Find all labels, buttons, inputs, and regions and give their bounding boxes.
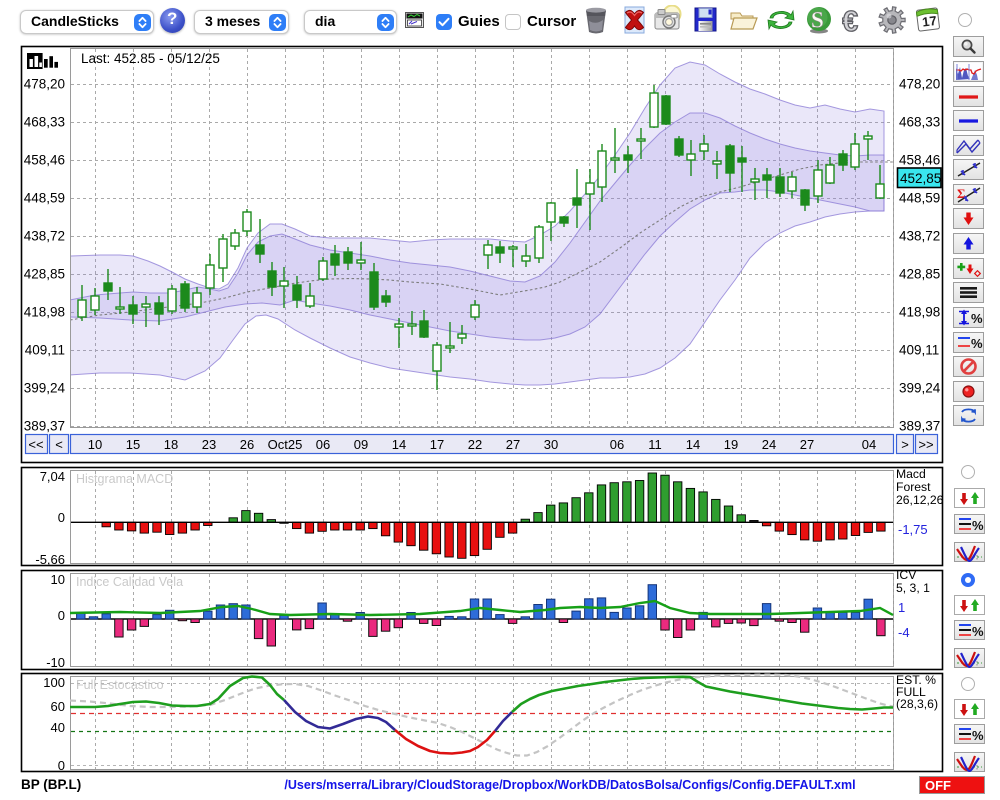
svg-text:0: 0 [58,608,65,623]
svg-text:10: 10 [51,572,65,587]
svg-text:Macd: Macd [896,467,926,481]
svg-text:<: < [55,437,63,452]
svg-text:19: 19 [724,437,738,452]
svg-text:10: 10 [88,437,102,452]
svg-text:17: 17 [430,437,444,452]
svg-text:399,24: 399,24 [899,381,941,396]
svg-text:ICV: ICV [896,568,917,582]
svg-text:09: 09 [354,437,368,452]
svg-text:14: 14 [686,437,700,452]
svg-text:458,46: 458,46 [24,153,65,168]
svg-text:%: % [972,728,984,743]
svg-text:389,37: 389,37 [899,419,940,434]
svg-text:478,20: 478,20 [24,77,65,92]
svg-text:€: € [842,6,858,35]
svg-text:7,04: 7,04 [40,469,65,484]
svg-text:FULL: FULL [896,685,926,699]
svg-text:409,11: 409,11 [25,343,65,358]
svg-text:24: 24 [762,437,776,452]
svg-text:30: 30 [544,437,558,452]
svg-text:Indice Calidad Vela: Indice Calidad Vela [76,575,183,589]
svg-text:27: 27 [506,437,520,452]
svg-text:>>: >> [918,437,933,452]
svg-text:Full Estocastico: Full Estocastico [76,678,164,692]
svg-text:-4: -4 [898,625,910,640]
svg-text:27: 27 [800,437,814,452]
svg-text:04: 04 [862,437,876,452]
svg-text:452,85: 452,85 [900,171,941,186]
svg-text:26: 26 [240,437,254,452]
svg-text:5, 3, 1: 5, 3, 1 [896,581,930,595]
svg-text:-5,66: -5,66 [35,552,65,567]
svg-text:<<: << [28,437,43,452]
svg-text:18: 18 [164,437,178,452]
svg-text:399,24: 399,24 [24,381,66,396]
svg-text:40: 40 [51,720,65,735]
svg-text:0: 0 [58,510,65,525]
svg-text:Oct25: Oct25 [268,437,303,452]
svg-text:>: > [901,437,909,452]
svg-text:Σ: Σ [957,186,966,201]
svg-text:478,20: 478,20 [899,77,940,92]
svg-text:%: % [971,336,983,351]
svg-text:1: 1 [898,600,905,615]
svg-text:468,33: 468,33 [24,115,65,130]
svg-text:06: 06 [610,437,624,452]
svg-text:23: 23 [202,437,216,452]
svg-text:15: 15 [126,437,140,452]
svg-text:Histgrama MACD: Histgrama MACD [76,472,173,486]
svg-text:438,72: 438,72 [899,229,940,244]
svg-text:-10: -10 [46,655,65,670]
svg-text:11: 11 [648,437,662,452]
svg-text:428,85: 428,85 [24,267,65,282]
svg-text:22: 22 [468,437,482,452]
svg-text:%: % [972,624,984,639]
svg-text:(28,3,6): (28,3,6) [896,697,938,711]
svg-text:458,46: 458,46 [899,153,940,168]
svg-text:418,98: 418,98 [899,305,940,320]
svg-text:448,59: 448,59 [24,191,65,206]
svg-text:100: 100 [43,675,65,690]
svg-text:%: % [971,311,983,326]
svg-text:389,37: 389,37 [24,419,65,434]
svg-text:06: 06 [316,437,330,452]
svg-text:468,33: 468,33 [899,115,940,130]
svg-text:448,59: 448,59 [899,191,940,206]
svg-text:14: 14 [392,437,406,452]
svg-text:-1,75: -1,75 [898,522,928,537]
svg-text:60: 60 [51,699,65,714]
svg-text:EST. %: EST. % [896,673,936,687]
svg-text:%: % [972,518,984,533]
svg-text:S: S [811,8,824,33]
svg-text:418,98: 418,98 [24,305,65,320]
svg-text:Last: 452.85 - 05/12/25: Last: 452.85 - 05/12/25 [81,51,220,66]
svg-text:0: 0 [58,758,65,773]
svg-text:438,72: 438,72 [24,229,65,244]
svg-text:409,11: 409,11 [899,343,939,358]
svg-text:26,12,26: 26,12,26 [896,493,944,507]
svg-text:17: 17 [921,13,937,30]
svg-text:Forest: Forest [896,480,931,494]
svg-text:428,85: 428,85 [899,267,940,282]
